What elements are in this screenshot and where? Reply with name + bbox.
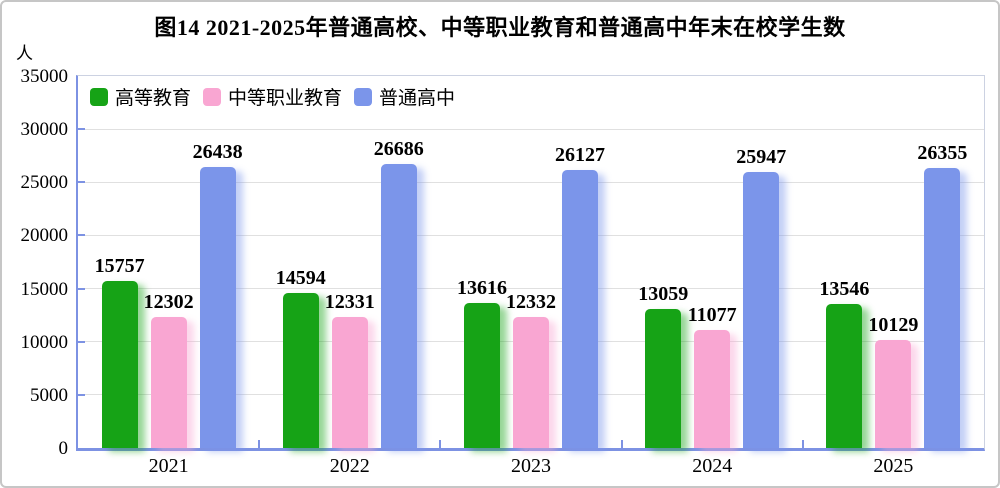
bar-regular-high-school-2022 <box>380 164 417 448</box>
y-axis-unit-label: 人 <box>16 44 33 63</box>
bar-regular-high-school-2025 <box>924 168 961 448</box>
y-tick-label-5000: 5000 <box>30 384 68 406</box>
bar-value-label-regular-high-school-2021: 26438 <box>192 141 243 163</box>
bar-value-label-secondary-vocational-education-2023: 12332 <box>506 291 556 313</box>
legend-item-regular-high-school: 普通高中 <box>354 83 455 110</box>
y-tick-label-30000: 30000 <box>20 119 69 141</box>
bar-regular-high-school-2024 <box>743 172 780 448</box>
x-axis-tick-4 <box>801 440 804 448</box>
bar-regular-high-school-2023 <box>562 170 598 448</box>
bar-higher-education-2024 <box>645 309 682 448</box>
bar-value-label-regular-high-school-2023: 26127 <box>555 144 605 166</box>
legend-item-higher-education: 高等教育 <box>90 83 191 110</box>
bar-higher-education-2025 <box>826 304 863 448</box>
y-tick-label-35000: 35000 <box>20 66 69 87</box>
bar-secondary-vocational-education-2024 <box>694 330 731 448</box>
y-axis-tick-5000 <box>78 393 85 396</box>
bar-value-label-higher-education-2025: 13546 <box>819 278 870 300</box>
legend-swatch-regular-high-school <box>354 87 373 106</box>
y-tick-label-15000: 15000 <box>20 278 69 300</box>
y-axis-tick-20000 <box>78 234 85 237</box>
y-tick-label-0: 0 <box>58 438 69 459</box>
chart-title: 图14 2021-2025年普通高校、中等职业教育和普通高中年末在校学生数 <box>154 15 846 40</box>
bar-secondary-vocational-education-2025 <box>875 340 912 448</box>
legend: 高等教育 中等职业教育 普通高中 <box>90 83 455 110</box>
bar-value-label-secondary-vocational-education-2021: 12302 <box>143 291 194 313</box>
x-axis-tick-2 <box>439 440 442 448</box>
bar-value-label-higher-education-2021: 15757 <box>94 255 145 277</box>
bar-secondary-vocational-education-2023 <box>513 317 549 448</box>
y-tick-label-10000: 10000 <box>20 331 69 353</box>
legend-swatch-higher-education <box>90 87 108 106</box>
x-category-label-2024: 2024 <box>692 455 733 477</box>
y-tick-label-25000: 25000 <box>20 172 69 194</box>
legend-label-secondary-vocational-education: 中等职业教育 <box>228 88 343 109</box>
bar-value-label-regular-high-school-2025: 26355 <box>917 142 968 164</box>
bar-value-label-higher-education-2022: 14594 <box>275 267 326 289</box>
legend-item-secondary-vocational-education: 中等职业教育 <box>203 83 342 110</box>
y-tick-label-20000: 20000 <box>20 225 69 247</box>
gridline-25000 <box>78 181 984 183</box>
x-category-label-2021: 2021 <box>148 455 189 477</box>
legend-label-higher-education: 高等教育 <box>115 88 192 109</box>
gridline-15000 <box>78 288 984 290</box>
x-axis-tick-1 <box>258 440 261 448</box>
y-axis-tick-30000 <box>78 128 85 131</box>
bar-value-label-higher-education-2024: 13059 <box>638 283 689 305</box>
bar-value-label-regular-high-school-2024: 25947 <box>736 146 787 168</box>
x-axis-tick-3 <box>620 440 623 448</box>
x-category-label-2022: 2022 <box>329 455 370 477</box>
legend-swatch-secondary-vocational-education <box>203 87 222 106</box>
bar-value-label-higher-education-2023: 13616 <box>457 277 507 299</box>
bar-secondary-vocational-education-2022 <box>331 317 368 448</box>
y-axis-tick-25000 <box>78 181 85 184</box>
plot-area: 高等教育 中等职业教育 普通高中 15757 12302 26438 14594 12331… <box>76 75 985 451</box>
bar-higher-education-2022 <box>282 293 319 448</box>
x-category-label-2023: 2023 <box>510 455 551 477</box>
y-axis-tick-10000 <box>78 340 85 343</box>
bar-secondary-vocational-education-2021 <box>150 317 187 448</box>
gridline-30000 <box>78 128 984 130</box>
bar-regular-high-school-2021 <box>199 167 236 448</box>
bar-value-label-secondary-vocational-education-2024: 11077 <box>687 304 737 326</box>
x-category-label-2025: 2025 <box>873 455 914 477</box>
y-axis-tick-15000 <box>78 287 85 290</box>
bar-value-label-secondary-vocational-education-2025: 10129 <box>868 314 919 336</box>
legend-label-regular-high-school: 普通高中 <box>379 88 456 109</box>
bar-value-label-secondary-vocational-education-2022: 12331 <box>324 291 375 313</box>
bar-higher-education-2021 <box>101 281 138 448</box>
bar-value-label-regular-high-school-2022: 26686 <box>373 138 424 160</box>
gridline-20000 <box>78 234 984 236</box>
bar-higher-education-2023 <box>464 303 500 448</box>
